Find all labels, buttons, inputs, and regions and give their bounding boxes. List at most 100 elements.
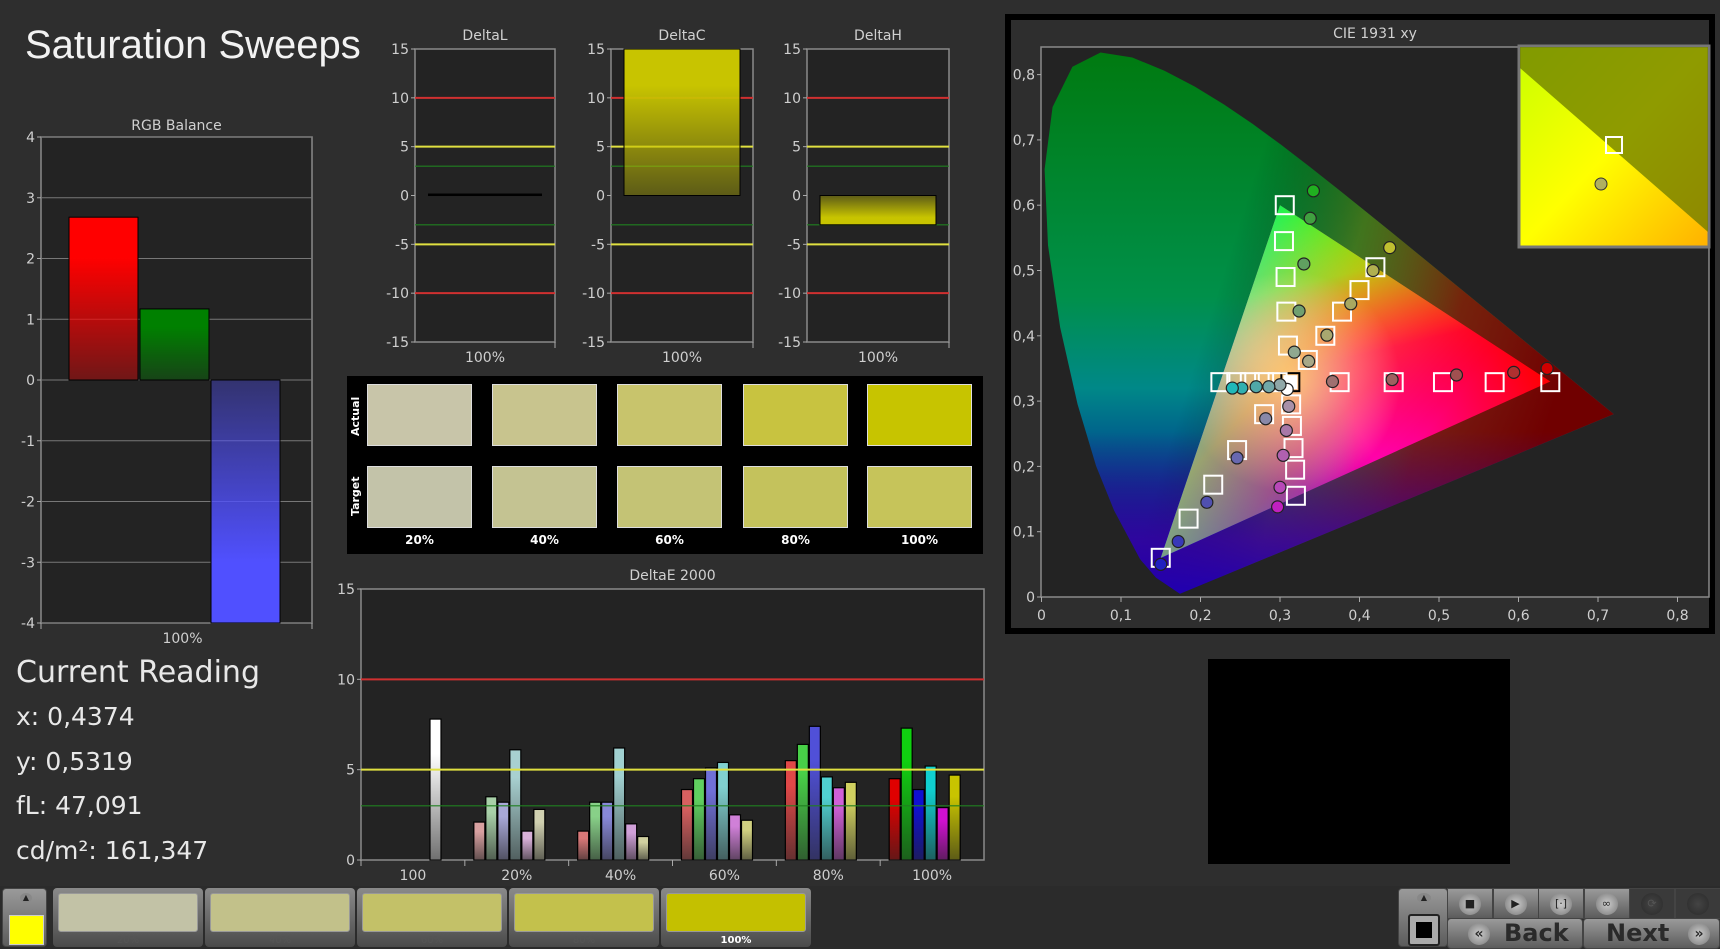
current-color-selector[interactable]: ▲ [2,888,47,947]
y-tick-label: 10 [783,91,801,107]
deltae-bar [601,801,614,861]
measured-point [1507,365,1521,379]
x-tick-label: 0,3 [1269,608,1291,624]
sweep-step-color [58,893,198,932]
measured-point [1303,211,1317,225]
deltae-bar [533,808,546,861]
x-tick-label: 0,6 [1507,608,1529,624]
measured-point [1273,480,1287,494]
measured-point [1230,451,1244,465]
sweep-step-color [362,893,502,932]
y-tick-label: 0,5 [1013,264,1035,280]
infinity-button[interactable]: ∞ [1583,888,1630,919]
target-swatch [617,466,722,528]
x-tick-label: 0,5 [1428,608,1450,624]
deltae-bar [577,830,590,861]
mode-toggle[interactable]: ▲ [1398,888,1448,947]
deltae-bar [844,781,857,861]
delta-bar [623,48,741,196]
infinity-icon: ∞ [1595,892,1618,915]
target-swatch [492,466,597,528]
target-marker [1432,372,1453,393]
deltae-bar [832,787,845,861]
measured-point [1287,345,1301,359]
measured-point [1259,412,1273,426]
measured-point [1385,372,1399,387]
deltae-bar [613,747,626,861]
sweep-step-button[interactable]: 80% [509,888,659,947]
y-tick-label: -2 [21,495,35,511]
deltae-bar [521,830,534,861]
y-tick-label: 5 [400,140,409,156]
sweep-step-button[interactable]: 100% [661,888,811,947]
sweep-step-button[interactable]: 60% [357,888,507,947]
y-tick-label: -3 [21,555,35,571]
y-tick-label: 0,1 [1013,525,1035,541]
record-button[interactable] [1674,888,1720,919]
x-tick-label: 0 [1037,608,1046,624]
next-button[interactable]: Next » [1583,918,1720,949]
sweep-step-label: 40% [268,935,292,946]
page-title: Saturation Sweeps [25,23,361,67]
target-marker [1275,267,1296,288]
measured-point [1383,241,1397,255]
y-tick-label: -10 [386,286,409,302]
delta-bar [819,195,937,226]
y-tick-label: 10 [337,672,355,688]
actual-swatch [867,384,972,446]
y-tick-label: 10 [587,91,605,107]
target-marker [1349,280,1370,301]
x-tick-label: 80% [813,868,844,884]
cie-title: CIE 1931 xy [1333,26,1417,42]
bracket-button[interactable]: [·] [1538,888,1584,919]
bracket-icon: [·] [1550,892,1572,915]
y-tick-label: -1 [21,434,35,450]
stop-button[interactable]: ■ [1447,888,1493,919]
deltae-bar [429,718,442,861]
deltae-title: DeltaE 2000 [629,568,716,584]
target-marker [1283,438,1304,459]
deltae-bar [924,765,937,861]
refresh-button[interactable]: ⟳ [1629,888,1675,919]
target-marker [1332,301,1353,322]
y-tick-label: 15 [337,582,355,598]
inset-target-marker [1605,136,1623,154]
sweep-step-button[interactable]: 20% [53,888,203,947]
color-preview [1208,659,1510,864]
x-tick-label: 0,7 [1587,608,1609,624]
back-label: Back [1504,919,1569,947]
deltae-bar [473,821,486,861]
swatch-comparison-panel: Actual Target 20% 40% 60% 80% 100% [347,376,983,554]
sweep-step-label: 60% [420,935,444,946]
target-swatch [367,466,472,528]
target-marker [1297,349,1318,370]
target-marker [1178,508,1199,529]
measured-point [1297,257,1311,271]
reading-fl: fL: 47,091 [16,791,143,820]
actual-swatch [617,384,722,446]
deltae-bar [625,823,638,861]
stop-square-icon [1408,914,1440,946]
up-arrow-icon[interactable]: ▲ [1417,893,1431,903]
sweep-step-button[interactable]: 40% [205,888,355,947]
measured-point [1282,399,1296,413]
deltae-bar [728,814,742,861]
y-tick-label: 5 [596,140,605,156]
up-arrow-icon[interactable]: ▲ [20,893,32,903]
measured-point [1271,500,1285,514]
play-button[interactable]: ▶ [1492,888,1539,919]
y-tick-label: 5 [346,763,355,779]
deltae-bar [704,767,718,861]
measured-point [1325,374,1340,389]
y-tick-label: 0,4 [1013,329,1035,345]
deltae-bar [680,788,694,861]
back-button[interactable]: « Back [1447,918,1583,949]
deltae-bar [740,819,754,861]
y-tick-label: -10 [582,286,605,302]
measured-point [1292,304,1306,318]
rgb-bar [210,379,281,624]
target-marker [1203,474,1224,495]
y-tick-label: -10 [778,286,801,302]
y-tick-label: 0 [346,853,355,869]
